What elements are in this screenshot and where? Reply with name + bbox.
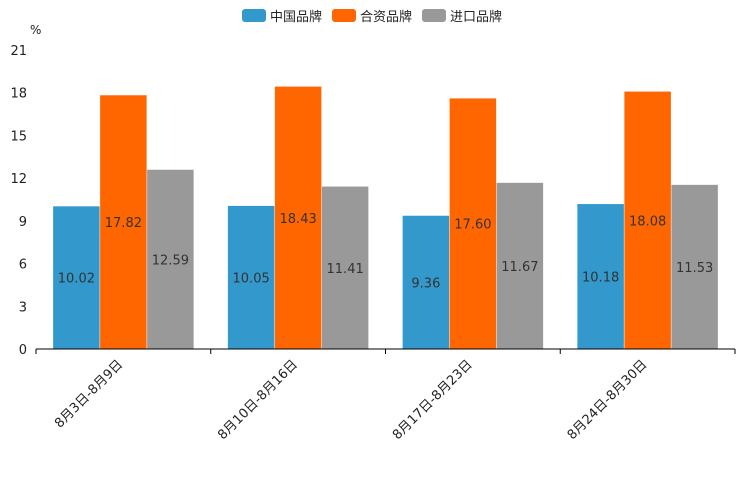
x-category-label: 8月17日-8月23日 bbox=[390, 357, 476, 443]
bar-value-label: 17.60 bbox=[454, 218, 491, 233]
y-axis: 0 3 6 9 12 15 18 21 bbox=[10, 44, 27, 358]
bar bbox=[100, 95, 147, 349]
legend-item-china[interactable]: 中国品牌 bbox=[241, 6, 322, 25]
bar bbox=[147, 169, 194, 349]
y-tick-label: 9 bbox=[19, 215, 27, 230]
bar-value-label: 11.41 bbox=[327, 262, 364, 277]
x-category-label: 8月24日-8月30日 bbox=[565, 357, 651, 443]
bar-value-label: 10.18 bbox=[582, 271, 619, 286]
bar bbox=[577, 204, 624, 349]
bar bbox=[449, 98, 497, 350]
bar bbox=[227, 205, 275, 349]
y-tick-label: 18 bbox=[10, 87, 27, 102]
legend-swatch-joint-venture bbox=[331, 9, 356, 22]
legend-item-joint-venture[interactable]: 合资品牌 bbox=[331, 6, 412, 25]
bar-value-label: 10.02 bbox=[58, 272, 95, 287]
bar bbox=[402, 215, 450, 349]
y-tick-label: 21 bbox=[10, 44, 27, 59]
bar-value-label: 11.53 bbox=[676, 261, 713, 276]
y-tick-label: 6 bbox=[19, 258, 27, 273]
y-tick-label: 3 bbox=[19, 300, 27, 315]
legend-label-china: 中国品牌 bbox=[269, 10, 322, 25]
x-category-label: 8月10日-8月16日 bbox=[215, 357, 301, 443]
y-tick-label: 12 bbox=[10, 172, 27, 187]
legend-swatch-china bbox=[241, 9, 266, 22]
legend-swatch-import bbox=[422, 9, 446, 22]
bar-value-label: 18.43 bbox=[280, 212, 317, 227]
bar bbox=[274, 86, 322, 349]
bar bbox=[671, 184, 718, 349]
legend-label-joint-venture: 合资品牌 bbox=[359, 10, 412, 25]
legend-item-import[interactable]: 进口品牌 bbox=[422, 6, 502, 25]
bar-value-label: 12.59 bbox=[152, 253, 189, 268]
bar bbox=[624, 91, 671, 349]
bar bbox=[53, 206, 100, 349]
bar-value-label: 18.08 bbox=[629, 214, 666, 229]
bar-value-label: 9.36 bbox=[411, 276, 440, 291]
y-tick-label: 15 bbox=[10, 129, 27, 144]
legend: 中国品牌 合资品牌 进口品牌 bbox=[0, 6, 744, 25]
bar-value-label: 10.05 bbox=[233, 271, 270, 286]
bars: 10.02 17.82 12.59 10.05 18.43 11.41 9.36 17.60 1… bbox=[53, 86, 718, 350]
bar-value-label: 17.82 bbox=[105, 216, 142, 231]
legend-label-import: 进口品牌 bbox=[450, 10, 503, 25]
y-tick-label: 0 bbox=[19, 343, 27, 358]
bar-value-label: 11.67 bbox=[501, 260, 538, 275]
x-axis: 8月3日-8月9日 8月10日-8月16日 8月17日-8月23日 8月24日-8月3… bbox=[35, 348, 736, 443]
bar bbox=[321, 186, 369, 349]
y-unit-label: % bbox=[30, 23, 41, 37]
x-category-label: 8月3日-8月9日 bbox=[52, 357, 126, 431]
bar bbox=[496, 182, 544, 349]
